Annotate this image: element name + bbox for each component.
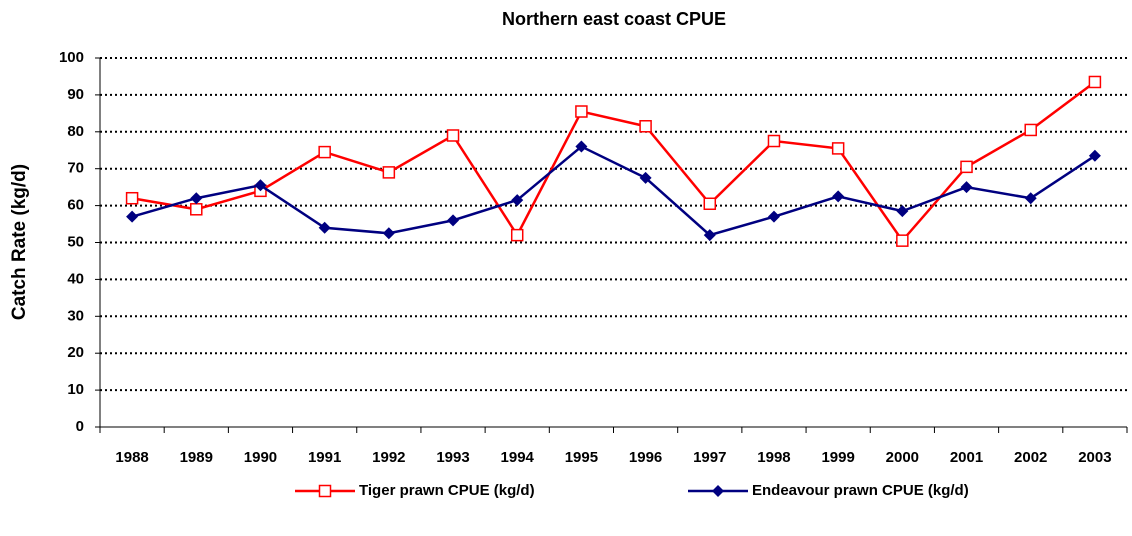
- y-tick-label: 0: [76, 418, 84, 435]
- marker: [1024, 123, 1037, 137]
- marker: [318, 145, 331, 159]
- marker: [318, 221, 331, 234]
- marker: [767, 134, 781, 148]
- marker: [382, 166, 396, 179]
- marker: [1088, 149, 1101, 162]
- marker: [831, 142, 845, 155]
- x-tick-label: 1993: [436, 449, 469, 466]
- x-tick-label: 1997: [693, 449, 726, 466]
- marker: [125, 191, 139, 205]
- marker: [703, 197, 717, 211]
- y-axis-label: Catch Rate (kg/d): [9, 164, 30, 320]
- x-tick-label: 2001: [950, 449, 983, 466]
- legend-label: Endeavour prawn CPUE (kg/d): [752, 482, 969, 499]
- marker: [960, 160, 973, 174]
- marker: [832, 190, 845, 203]
- y-tick-label: 20: [67, 344, 84, 361]
- marker: [1024, 192, 1037, 205]
- marker: [382, 227, 395, 240]
- marker: [639, 171, 652, 184]
- marker: [1088, 75, 1102, 89]
- y-tick-label: 40: [67, 270, 84, 287]
- marker: [511, 194, 524, 207]
- series-line: [131, 145, 1096, 237]
- x-tick-label: 1998: [757, 449, 790, 466]
- x-tick-label: 2002: [1014, 449, 1047, 466]
- x-tick-label: 1991: [308, 449, 341, 466]
- x-tick-label: 1988: [115, 449, 148, 466]
- y-tick-label: 90: [67, 86, 84, 103]
- marker: [190, 192, 203, 205]
- marker: [447, 214, 460, 227]
- marker: [254, 179, 267, 192]
- x-tick-label: 2000: [886, 449, 919, 466]
- marker: [575, 105, 588, 118]
- x-tick-label: 1995: [565, 449, 598, 466]
- y-tick-label: 50: [67, 233, 84, 250]
- y-tick-label: 30: [67, 307, 84, 324]
- y-tick-label: 100: [59, 49, 84, 66]
- marker: [639, 120, 652, 133]
- marker: [318, 484, 332, 498]
- x-tick-label: 1996: [629, 449, 662, 466]
- marker: [767, 210, 780, 223]
- y-tick-label: 70: [67, 160, 84, 177]
- marker: [446, 129, 460, 142]
- marker: [575, 140, 588, 153]
- y-tick-label: 80: [67, 123, 84, 140]
- series-line: [131, 80, 1096, 243]
- legend-label: Tiger prawn CPUE (kg/d): [359, 482, 535, 499]
- marker: [703, 229, 716, 242]
- marker: [712, 485, 724, 497]
- y-tick-label: 10: [67, 381, 84, 398]
- marker: [896, 205, 909, 218]
- x-tick-label: 1994: [501, 449, 535, 466]
- x-tick-label: 1992: [372, 449, 405, 466]
- chart-title: Northern east coast CPUE: [502, 9, 726, 29]
- y-tick-label: 60: [67, 197, 84, 214]
- x-tick-label: 1999: [821, 449, 854, 466]
- x-tick-label: 1989: [180, 449, 213, 466]
- marker: [190, 203, 203, 216]
- x-tick-label: 2003: [1078, 449, 1111, 466]
- marker: [126, 210, 139, 223]
- x-tick-label: 1990: [244, 449, 277, 466]
- marker: [896, 234, 909, 247]
- marker: [960, 181, 973, 194]
- marker: [510, 228, 524, 242]
